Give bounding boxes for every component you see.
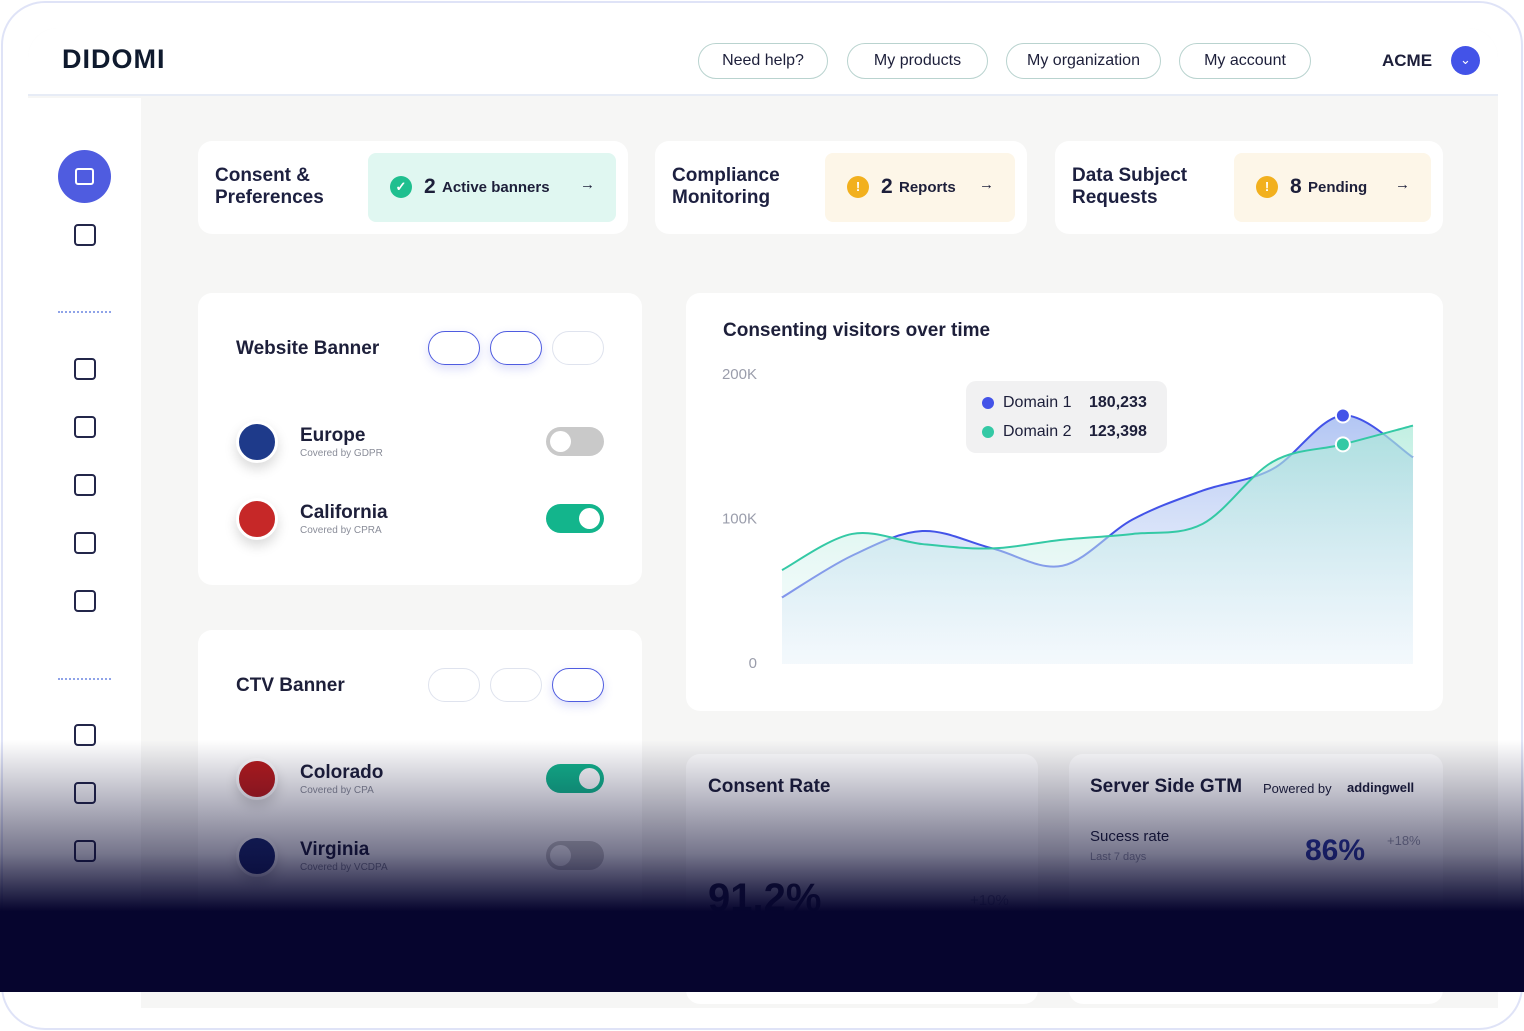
divider — [58, 311, 111, 313]
device-toggle[interactable] — [428, 668, 480, 702]
arrow: → — [979, 176, 994, 193]
status-label: Reports — [899, 179, 956, 196]
region-note: Covered by CPRA — [300, 525, 382, 536]
arrow: → — [1395, 176, 1410, 193]
fade-overlay — [0, 740, 1524, 992]
nav-icon[interactable] — [74, 224, 96, 246]
region-note: Covered by GDPR — [300, 448, 383, 459]
nav-icon[interactable] — [74, 474, 96, 496]
chart-title: Consenting visitors over time — [723, 320, 991, 341]
toggle-knob — [579, 508, 600, 529]
status-count: 2 — [881, 175, 893, 198]
device-toggle[interactable] — [428, 331, 480, 365]
region-name: California — [300, 502, 388, 523]
org-menu[interactable]: ⌄ — [1451, 46, 1480, 75]
flag — [236, 498, 278, 540]
nav-icon[interactable] — [74, 532, 96, 554]
icon — [75, 168, 94, 185]
device-toggle[interactable] — [552, 668, 604, 702]
arrow: → — [580, 176, 595, 193]
status-label: Pending — [1308, 179, 1368, 196]
toggle-knob — [550, 431, 571, 452]
status-icon: ✓ — [390, 176, 412, 198]
card-title: Compliance Monitoring — [672, 165, 780, 208]
divider — [58, 678, 111, 680]
region-name: Europe — [300, 425, 366, 446]
flag — [236, 421, 278, 463]
nav-button[interactable]: Need help? — [698, 43, 828, 79]
device-toggle[interactable] — [490, 331, 542, 365]
banner-title: CTV Banner — [236, 675, 345, 696]
nav-icon[interactable] — [74, 590, 96, 612]
nav-icon[interactable] — [74, 358, 96, 380]
nav-button[interactable]: My products — [847, 43, 988, 79]
banner-title: Website Banner — [236, 338, 380, 359]
chart-card — [686, 293, 1443, 711]
nav-button[interactable]: My account — [1179, 43, 1311, 79]
nav-icon[interactable] — [74, 416, 96, 438]
nav-icon-active[interactable] — [58, 150, 111, 203]
card-title: Consent & Preferences — [215, 165, 324, 208]
device-toggle[interactable] — [552, 331, 604, 365]
nav-button[interactable]: My organization — [1006, 43, 1161, 79]
status-count: 8 — [1290, 175, 1302, 198]
logo: DIDOMI — [62, 44, 166, 74]
header — [28, 28, 1498, 96]
card-title: Data Subject Requests — [1072, 165, 1188, 208]
status-icon: ! — [1256, 176, 1278, 198]
org-name: ACME — [1382, 51, 1433, 70]
status-label: Active banners — [442, 179, 550, 196]
status-icon: ! — [847, 176, 869, 198]
device-toggle[interactable] — [490, 668, 542, 702]
status-count: 2 — [424, 175, 436, 198]
